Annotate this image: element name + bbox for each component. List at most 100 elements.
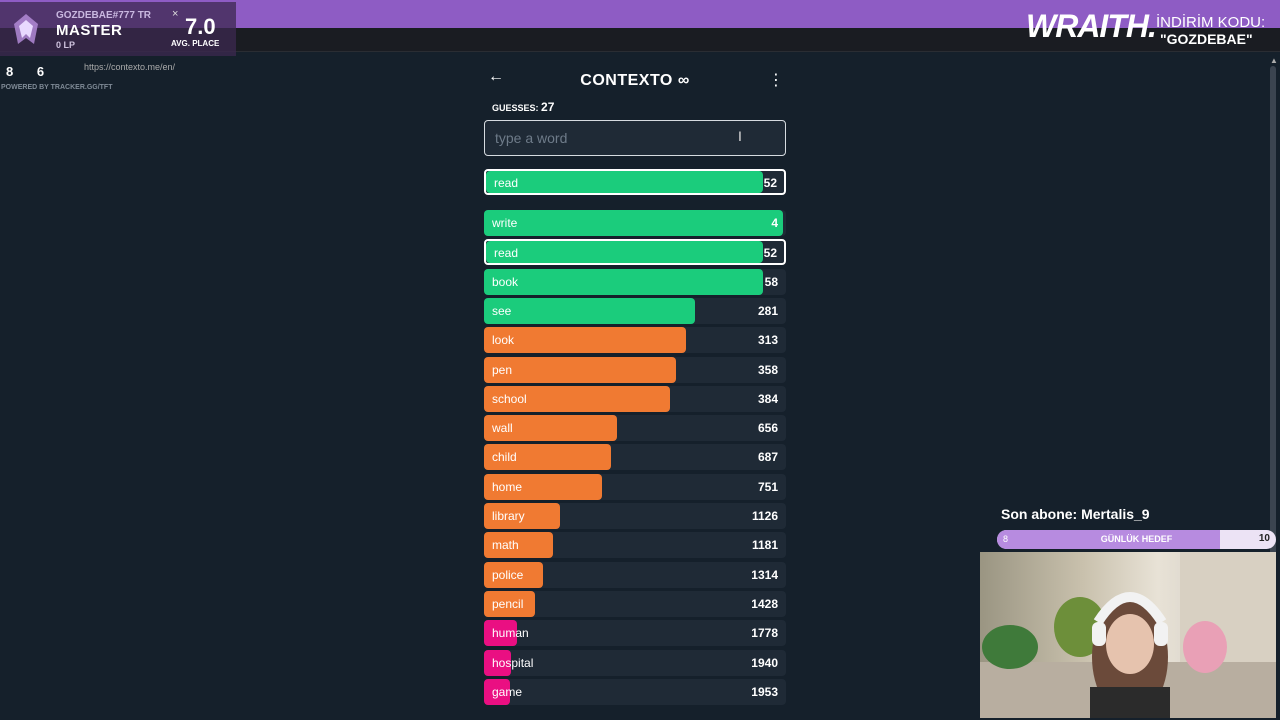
- guess-row: math 1181: [484, 532, 786, 559]
- guess-rank: 1428: [751, 596, 778, 611]
- similarity-bar: [484, 327, 687, 354]
- game-header: ← CONTEXTO ∞ ⋮: [484, 62, 786, 98]
- player-lp: 0 LP: [56, 40, 76, 50]
- guess-rank: 687: [757, 450, 778, 465]
- back-arrow-icon[interactable]: ←: [488, 68, 504, 85]
- similarity-bar: [484, 385, 670, 412]
- avg-place-label: AVG. PLACE: [171, 39, 220, 48]
- guess-row: write 4: [484, 210, 786, 236]
- guess-row: game 1953: [484, 678, 786, 705]
- guess-counter-value: 27: [541, 100, 555, 114]
- discount-code: "GOZDEBAE": [1160, 31, 1253, 47]
- daily-goal-label: GÜNLÜK HEDEF: [1100, 534, 1173, 544]
- guess-counter: GUESSES: 27: [492, 100, 554, 114]
- contexto-game: ← CONTEXTO ∞ ⋮ GUESSES: 27: [484, 62, 786, 156]
- daily-goal-bar: 8 GÜNLÜK HEDEF 10: [997, 530, 1276, 549]
- powered-by-text: POWERED BY TRACKER.GG/TFT: [1, 84, 113, 91]
- guess-rank: 52: [763, 246, 777, 261]
- guess-rank: 384: [757, 391, 778, 406]
- guess-rank: 751: [757, 479, 778, 494]
- guess-rank: 1778: [751, 626, 778, 641]
- similarity-bar: [484, 532, 554, 559]
- guess-rank: 1940: [751, 655, 778, 670]
- guess-word: wall: [492, 421, 513, 436]
- similarity-bar: [484, 473, 602, 500]
- guess-rank: 1953: [751, 684, 778, 699]
- guess-rank: 58: [764, 274, 778, 289]
- similarity-bar: [484, 503, 560, 529]
- discount-code-label: İNDİRİM KODU:: [1156, 14, 1266, 31]
- similarity-bar: [486, 241, 764, 264]
- webcam-feed: [980, 552, 1276, 718]
- daily-goal-target: 10: [1258, 533, 1270, 544]
- guess-word: look: [492, 333, 515, 348]
- guess-row: school 384: [484, 385, 786, 412]
- guess-word: child: [492, 450, 517, 465]
- guess-word: book: [492, 274, 519, 289]
- guess-row: look 313: [484, 327, 786, 354]
- kebab-menu-icon[interactable]: ⋮: [768, 72, 784, 89]
- page-title: CONTEXTO ∞: [580, 72, 690, 89]
- guess-rank: 656: [757, 421, 778, 436]
- similarity-bar: [484, 415, 617, 442]
- guess-rank: 52: [763, 176, 777, 190]
- word-input[interactable]: [484, 120, 786, 156]
- text-cursor-icon: I: [738, 128, 742, 144]
- guess-word: write: [492, 216, 518, 230]
- guess-row: pen 358: [484, 356, 786, 383]
- similarity-bar: [484, 678, 510, 705]
- master-rank-emblem-icon: [14, 14, 38, 44]
- tft-stats-overlay: GOZDEBAE#777 TR × MASTER 0 LP 7.0 AVG. P…: [0, 2, 236, 56]
- guess-word: math: [492, 538, 519, 553]
- avg-place-value: 7.0: [185, 14, 216, 39]
- last-guess-row: read 52: [484, 169, 786, 195]
- guess-word: school: [492, 391, 527, 406]
- guess-row: pencil 1428: [484, 590, 786, 617]
- address-bar-url[interactable]: https://contexto.me/en/: [84, 62, 176, 72]
- guess-row: home 751: [484, 473, 786, 500]
- guess-rank: 281: [757, 303, 778, 318]
- guess-word: read: [494, 176, 519, 190]
- guess-rank: 1126: [751, 509, 778, 523]
- similarity-bar: [484, 268, 764, 295]
- guess-row: book 58: [484, 268, 786, 295]
- player-name: GOZDEBAE#777 TR: [56, 10, 152, 21]
- guess-word: library: [492, 509, 525, 523]
- similarity-bar: [484, 620, 518, 647]
- scrollbar-thumb[interactable]: [1270, 66, 1276, 706]
- guess-word: police: [492, 567, 524, 582]
- close-icon[interactable]: ×: [172, 8, 179, 20]
- last-subscriber: Son abone: Mertalis_9: [1001, 506, 1150, 522]
- guess-row: wall 656: [484, 415, 786, 442]
- guess-word: see: [492, 303, 512, 318]
- similarity-bar: [484, 444, 611, 471]
- guess-rank: 1181: [751, 538, 778, 553]
- guess-rank: 358: [757, 362, 778, 377]
- similarity-bar: [484, 210, 783, 236]
- guess-rank: 4: [771, 216, 778, 230]
- similarity-bar: [484, 590, 536, 617]
- daily-goal-current: 8: [1003, 534, 1009, 544]
- guess-rank: 313: [757, 333, 778, 348]
- similarity-bar: [486, 171, 764, 193]
- webcam-scene-illustration: [980, 552, 1276, 718]
- similarity-bar: [484, 561, 543, 588]
- guess-word: home: [492, 479, 523, 494]
- player-rank: MASTER: [56, 22, 123, 39]
- similarity-bar: [484, 649, 512, 676]
- scroll-up-arrow-icon[interactable]: ▲: [1270, 56, 1278, 65]
- guess-row: library 1126: [484, 503, 786, 529]
- guess-row: child 687: [484, 444, 786, 471]
- guess-word: human: [492, 626, 529, 641]
- guess-word: pencil: [492, 596, 524, 611]
- guess-word: game: [492, 684, 523, 699]
- guess-row: human 1778: [484, 620, 786, 647]
- guess-word: read: [494, 246, 519, 261]
- wraith-logo: WRAITH.: [1026, 8, 1157, 44]
- guess-row: read 52: [484, 239, 786, 266]
- daily-goal-fill: [997, 530, 1221, 549]
- guess-word: pen: [492, 362, 513, 377]
- similarity-bar: [484, 297, 696, 324]
- recent-placements: 8 6: [6, 64, 55, 79]
- guess-row: see 281: [484, 297, 786, 324]
